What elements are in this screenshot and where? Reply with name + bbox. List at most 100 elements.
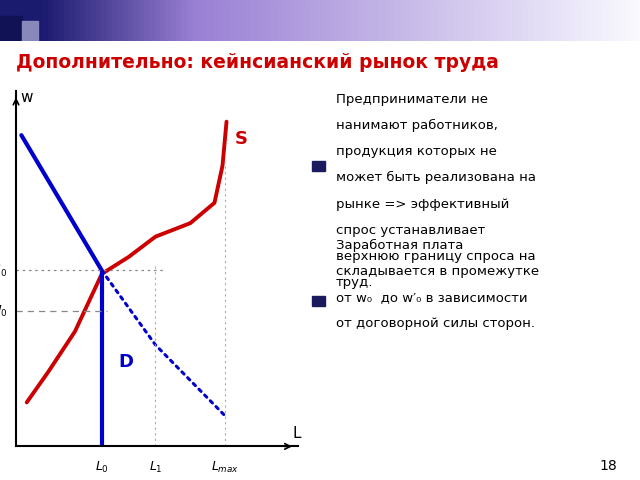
Bar bbox=[608, 0, 614, 41]
Bar bbox=[507, 0, 513, 41]
Bar bbox=[336, 0, 342, 41]
Bar bbox=[203, 0, 209, 41]
Bar bbox=[312, 161, 325, 171]
Bar bbox=[277, 0, 284, 41]
Text: $L_1$: $L_1$ bbox=[148, 460, 163, 475]
Bar bbox=[117, 0, 124, 41]
Bar bbox=[491, 0, 497, 41]
Bar bbox=[272, 0, 278, 41]
Bar bbox=[144, 0, 150, 41]
Text: Заработная плата: Заработная плата bbox=[336, 239, 463, 252]
Bar bbox=[160, 0, 166, 41]
Bar bbox=[48, 0, 54, 41]
Bar bbox=[475, 0, 481, 41]
Text: складывается в промежутке: складывается в промежутке bbox=[336, 265, 539, 278]
Bar bbox=[453, 0, 460, 41]
Bar bbox=[411, 0, 417, 41]
Text: может быть реализована на: может быть реализована на bbox=[336, 171, 536, 184]
Bar bbox=[299, 0, 305, 41]
Text: рынке => эффективный: рынке => эффективный bbox=[336, 198, 509, 211]
Bar bbox=[53, 0, 60, 41]
Bar bbox=[256, 0, 262, 41]
Bar bbox=[613, 0, 620, 41]
Bar bbox=[496, 0, 502, 41]
Text: w: w bbox=[20, 90, 33, 105]
Text: $\mathbf{W}_0$: $\mathbf{W}_0$ bbox=[0, 303, 8, 319]
Bar bbox=[288, 0, 294, 41]
Bar bbox=[85, 0, 92, 41]
Bar bbox=[213, 0, 220, 41]
Bar bbox=[437, 0, 444, 41]
Bar bbox=[267, 0, 273, 41]
Text: от договорной силы сторон.: от договорной силы сторон. bbox=[336, 317, 535, 330]
Bar bbox=[421, 0, 428, 41]
Bar bbox=[27, 0, 33, 41]
Bar bbox=[432, 0, 438, 41]
Bar bbox=[635, 0, 640, 41]
Bar bbox=[480, 0, 486, 41]
Bar bbox=[22, 21, 38, 41]
Bar bbox=[139, 0, 145, 41]
Bar bbox=[21, 0, 28, 41]
Bar bbox=[309, 0, 316, 41]
Bar bbox=[347, 0, 353, 41]
Bar bbox=[384, 0, 390, 41]
Bar bbox=[549, 0, 556, 41]
Text: нанимают работников,: нанимают работников, bbox=[336, 119, 498, 132]
Bar bbox=[245, 0, 252, 41]
Bar bbox=[448, 0, 454, 41]
Bar bbox=[517, 0, 524, 41]
Bar bbox=[555, 0, 561, 41]
Bar bbox=[325, 0, 332, 41]
Bar bbox=[251, 0, 257, 41]
Text: D: D bbox=[118, 353, 133, 371]
Bar bbox=[624, 0, 630, 41]
Text: продукция которых не: продукция которых не bbox=[336, 145, 497, 158]
Bar bbox=[240, 0, 246, 41]
Bar bbox=[176, 0, 182, 41]
Bar bbox=[539, 0, 545, 41]
Bar bbox=[293, 0, 300, 41]
Bar bbox=[576, 0, 582, 41]
Bar bbox=[523, 0, 529, 41]
Bar bbox=[224, 0, 230, 41]
Bar bbox=[571, 0, 577, 41]
Bar bbox=[512, 0, 518, 41]
Bar bbox=[192, 0, 198, 41]
Bar bbox=[312, 296, 325, 306]
Bar bbox=[197, 0, 204, 41]
Bar bbox=[592, 0, 598, 41]
Bar bbox=[123, 0, 129, 41]
Text: Дополнительно: кейнсианский рынок труда: Дополнительно: кейнсианский рынок труда bbox=[16, 53, 499, 72]
Bar bbox=[75, 0, 81, 41]
Bar bbox=[0, 0, 6, 41]
Bar bbox=[11, 0, 17, 41]
Bar bbox=[443, 0, 449, 41]
Bar bbox=[603, 0, 609, 41]
Bar bbox=[112, 0, 118, 41]
Bar bbox=[373, 0, 380, 41]
Text: $L_{max}$: $L_{max}$ bbox=[211, 460, 239, 475]
Text: $L_0$: $L_0$ bbox=[95, 460, 109, 475]
Bar bbox=[619, 0, 625, 41]
Bar bbox=[64, 0, 70, 41]
Bar bbox=[389, 0, 396, 41]
Text: Предприниматели не: Предприниматели не bbox=[336, 93, 488, 106]
Bar bbox=[379, 0, 385, 41]
Bar bbox=[261, 0, 268, 41]
Bar bbox=[400, 0, 406, 41]
Bar bbox=[459, 0, 465, 41]
Bar bbox=[283, 0, 289, 41]
Bar bbox=[91, 0, 97, 41]
Bar bbox=[464, 0, 470, 41]
Text: S: S bbox=[235, 130, 248, 147]
Bar bbox=[544, 0, 550, 41]
Bar bbox=[368, 0, 374, 41]
Bar bbox=[128, 0, 134, 41]
Bar bbox=[0, 16, 22, 41]
Bar bbox=[187, 0, 193, 41]
Bar bbox=[427, 0, 433, 41]
Bar bbox=[133, 0, 140, 41]
Bar bbox=[485, 0, 492, 41]
Text: спрос устанавливает: спрос устанавливает bbox=[336, 224, 485, 237]
